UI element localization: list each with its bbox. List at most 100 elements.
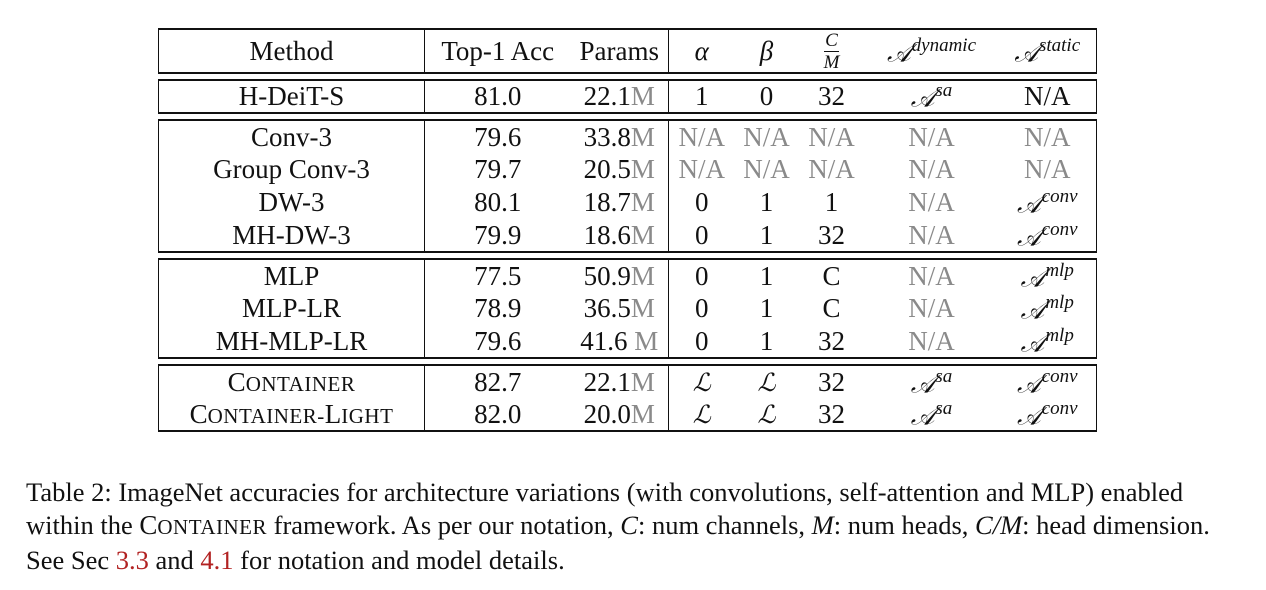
a-static-sup: static [1038, 34, 1081, 56]
a-static-cell: 𝒜conv [998, 218, 1097, 253]
section-ref-link[interactable]: 3.3 [115, 545, 149, 575]
params-value: 50.9 [583, 260, 631, 291]
a-dynamic-cell-sup: sa [935, 365, 953, 387]
cm-cell-value: N/A [808, 154, 855, 184]
beta-cell: 1 [734, 325, 799, 359]
method-cell: H-DeiT-S [158, 79, 425, 114]
method-name: DW-3 [258, 187, 325, 217]
a-dynamic-cell: N/A [864, 119, 999, 153]
a-dynamic-cell-sup: sa [935, 397, 953, 419]
beta-symbol: β [759, 35, 774, 66]
table-body: H-DeiT-S 81.0 22.1M 1 0 32 𝒜sa N/A Conv-3 79.6 33.… [158, 73, 1097, 432]
beta-cell: 1 [735, 292, 799, 325]
a-dynamic-cell-sup: sa [935, 80, 953, 102]
top1-cell: 77.5 [424, 258, 571, 292]
a-static-cell-symbol: 𝒜 [1016, 369, 1041, 399]
a-dynamic-cell-symbol: 𝒜 [910, 401, 935, 431]
params-cell: 41.6 M [570, 325, 669, 359]
a-static-cell-sup: conv [1041, 218, 1078, 240]
alpha-cell: 0 [668, 258, 735, 292]
method-name-initial-2: L [324, 398, 342, 429]
a-static-cell: N/A [998, 153, 1097, 186]
alpha-cell: 1 [668, 79, 735, 114]
cm-cell: 32 [798, 219, 865, 253]
beta-cell-value: 1 [759, 219, 774, 250]
beta-cell: 1 [734, 258, 799, 292]
group-spacer-cell [159, 252, 1097, 259]
params-cell: 20.0M [570, 398, 669, 432]
group-spacer [159, 252, 1097, 259]
params-value: 33.8 [583, 121, 631, 152]
a-static-cell: 𝒜mlp [998, 325, 1097, 359]
a-static-cell-sup: mlp [1045, 259, 1074, 281]
a-static-cell-symbol: 𝒜 [1016, 222, 1041, 252]
table-row: H-DeiT-S 81.0 22.1M 1 0 32 𝒜sa N/A [158, 79, 1097, 114]
top1-cell: 79.7 [424, 153, 571, 186]
beta-cell: ℒ [734, 364, 799, 398]
a-dynamic-cell-symbol: 𝒜 [910, 369, 935, 399]
method-cell: Conv-3 [158, 119, 425, 153]
beta-cell-value: ℒ [757, 367, 776, 397]
caption-text-2: framework. As per our notation, [267, 510, 621, 540]
a-dynamic-cell: N/A [865, 153, 999, 186]
top1-cell: 82.7 [424, 364, 571, 398]
beta-cell-value: 0 [759, 81, 774, 111]
method-cell: CONTAINER-LIGHT [158, 398, 425, 432]
params-unit: M [630, 219, 655, 250]
alpha-cell: 0 [668, 325, 735, 359]
alpha-cell-value: ℒ [692, 399, 711, 429]
group-spacer [159, 73, 1097, 80]
a-static-cell-sup: conv [1041, 186, 1078, 208]
a-dynamic-cell-value: N/A [908, 219, 955, 250]
method-name: MLP [263, 260, 320, 291]
cm-cell-value: C [822, 293, 841, 323]
alpha-cell: N/A [668, 119, 735, 153]
header-a-static: 𝒜static [998, 28, 1097, 74]
table-row: MLP 77.5 50.9M 0 1 C N/A 𝒜mlp [158, 258, 1097, 292]
section-ref-link[interactable]: 4.1 [200, 545, 234, 575]
cm-cell: C [798, 258, 865, 292]
params-unit: M [630, 187, 655, 217]
a-static-cell-sup: mlp [1045, 292, 1074, 314]
alpha-cell-value: 0 [695, 325, 709, 356]
cm-cell-value: 32 [818, 325, 845, 356]
method-cell: DW-3 [158, 186, 425, 219]
header-c-over-m: C M [798, 28, 865, 74]
group-spacer-cell [159, 358, 1097, 365]
group-spacer-cell [159, 73, 1097, 80]
a-dynamic-cell-value: N/A [908, 187, 955, 217]
params-cell: 36.5M [571, 292, 669, 325]
group-spacer [159, 358, 1097, 365]
method-name: Group Conv-3 [213, 154, 370, 184]
params-value: 20.0 [583, 398, 631, 429]
cm-cell: 32 [798, 364, 865, 398]
alpha-cell: N/A [668, 153, 735, 186]
a-static-cell: 𝒜conv [998, 186, 1097, 219]
a-static-cell-value: N/A [1024, 121, 1071, 152]
a-dynamic-sup: dynamic [911, 34, 977, 56]
top1-cell: 82.0 [424, 398, 571, 432]
a-static-cell: 𝒜conv [998, 364, 1097, 399]
a-dynamic-cell: N/A [864, 325, 999, 359]
a-dynamic-cell: N/A [865, 292, 999, 325]
method-cell: MLP [158, 258, 425, 292]
fraction-numerator: C [824, 29, 839, 52]
c-over-m-fraction: C M [824, 31, 840, 72]
a-dynamic-cell-value: N/A [908, 325, 955, 356]
alpha-cell: 0 [668, 219, 735, 253]
beta-cell: N/A [735, 153, 799, 186]
caption-m-symbol: M [811, 510, 834, 540]
cm-cell: 32 [798, 325, 865, 359]
a-dynamic-cell-value: N/A [908, 154, 955, 184]
table-row: Conv-3 79.6 33.8M N/A N/A N/A N/A N/A [158, 119, 1097, 153]
fraction-denominator: M [823, 51, 840, 73]
cm-cell-value: 32 [818, 366, 845, 397]
a-static-cell-symbol: 𝒜 [1016, 189, 1041, 219]
a-static-cell: 𝒜mlp [998, 292, 1097, 325]
cm-cell: N/A [799, 153, 865, 186]
method-cell: MLP-LR [158, 292, 425, 325]
beta-cell-value: 1 [759, 187, 774, 217]
params-unit: M [630, 81, 655, 111]
top1-cell: 78.9 [424, 292, 571, 325]
alpha-cell: 0 [668, 292, 735, 325]
